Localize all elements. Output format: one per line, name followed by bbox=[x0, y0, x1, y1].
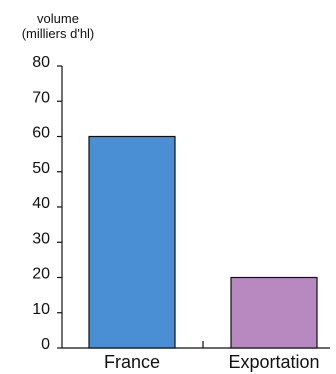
y-tick-label: 50 bbox=[32, 160, 50, 177]
bars bbox=[88, 135, 318, 349]
bar-exportation bbox=[230, 276, 318, 349]
y-tick-label: 70 bbox=[32, 89, 50, 106]
y-axis-label-line-1: volume bbox=[37, 11, 79, 26]
y-tick-label: 40 bbox=[32, 195, 50, 212]
category-labels: France Exportation bbox=[104, 352, 320, 372]
y-ticks: 0 10 20 30 40 50 60 70 80 bbox=[32, 54, 62, 353]
y-tick-label: 0 bbox=[41, 336, 50, 353]
category-label-france: France bbox=[104, 352, 160, 372]
y-tick-label: 30 bbox=[32, 230, 50, 247]
y-tick-label: 80 bbox=[32, 54, 50, 71]
y-tick-label: 60 bbox=[32, 125, 50, 142]
bar-france bbox=[88, 135, 176, 349]
y-axis-label-line-2: (milliers d'hl) bbox=[22, 26, 95, 41]
y-axis-label: volume (milliers d'hl) bbox=[22, 11, 95, 41]
category-label-exportation: Exportation bbox=[228, 352, 319, 372]
y-tick-label: 20 bbox=[32, 266, 50, 283]
y-tick-label: 10 bbox=[32, 301, 50, 318]
